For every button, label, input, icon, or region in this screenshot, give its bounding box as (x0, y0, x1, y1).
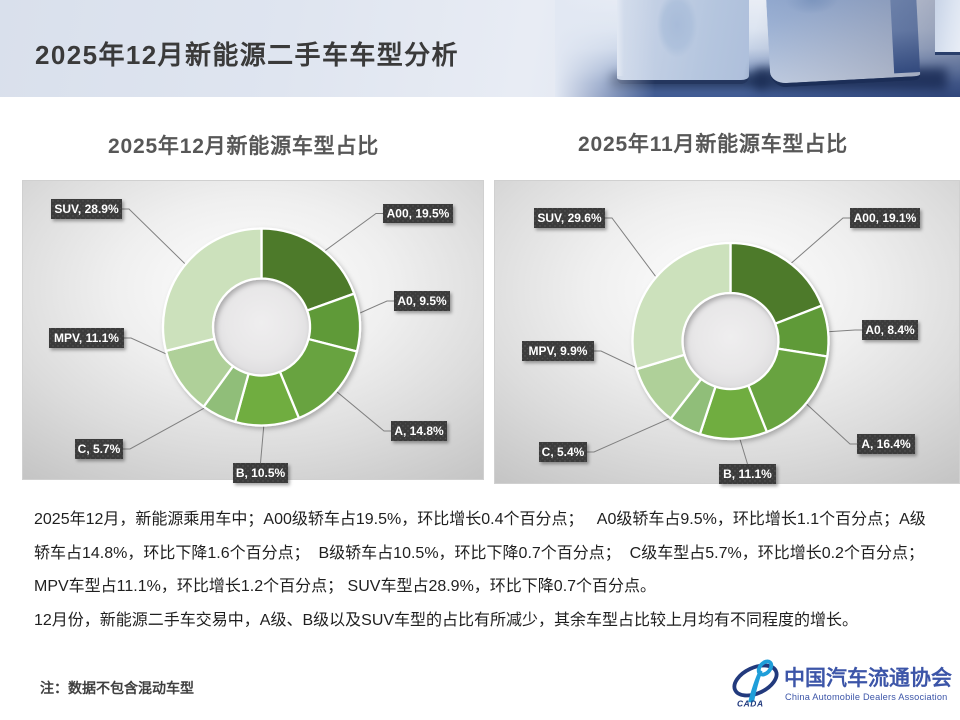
svg-text:A, 16.4%: A, 16.4% (861, 437, 911, 451)
svg-text:SUV, 28.9%: SUV, 28.9% (54, 202, 119, 216)
svg-text:MPV, 11.1%: MPV, 11.1% (54, 331, 119, 345)
svg-text:A00, 19.5%: A00, 19.5% (387, 207, 450, 221)
svg-text:A, 14.8%: A, 14.8% (394, 424, 444, 438)
svg-text:A0, 8.4%: A0, 8.4% (865, 323, 915, 337)
svg-text:B, 10.5%: B, 10.5% (236, 466, 286, 480)
svg-text:B, 11.1%: B, 11.1% (723, 467, 772, 481)
svg-text:SUV, 29.6%: SUV, 29.6% (537, 211, 602, 225)
svg-text:C, 5.7%: C, 5.7% (78, 442, 121, 456)
svg-text:MPV, 9.9%: MPV, 9.9% (529, 344, 588, 358)
svg-text:A00, 19.1%: A00, 19.1% (854, 211, 917, 225)
svg-text:A0, 9.5%: A0, 9.5% (397, 294, 447, 308)
svg-text:CADA: CADA (737, 699, 764, 709)
svg-text:C, 5.4%: C, 5.4% (542, 445, 585, 459)
